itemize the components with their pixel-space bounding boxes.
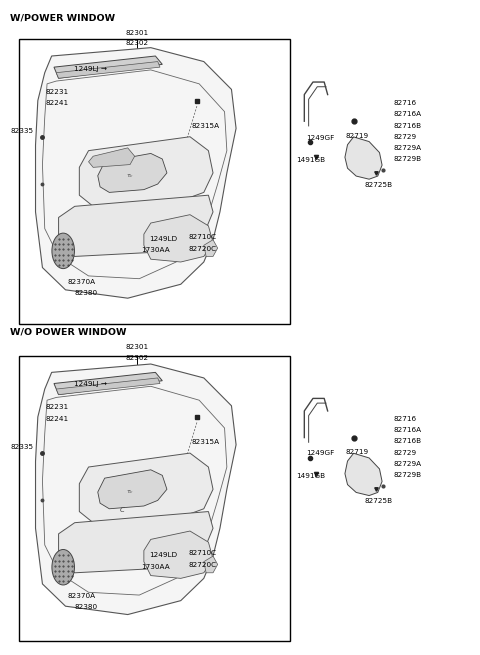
Text: 82729B: 82729B	[394, 472, 422, 478]
Text: 82719: 82719	[346, 449, 369, 455]
Text: 82302: 82302	[125, 40, 148, 46]
Text: 82719: 82719	[346, 132, 369, 139]
Text: 1491GB: 1491GB	[297, 473, 326, 479]
Text: $\tau_c$: $\tau_c$	[126, 488, 134, 496]
Text: 82301: 82301	[125, 345, 148, 350]
Polygon shape	[36, 364, 236, 614]
Polygon shape	[88, 148, 135, 167]
Text: 82729A: 82729A	[394, 460, 422, 467]
Text: 82335: 82335	[11, 444, 34, 451]
Text: 82716: 82716	[394, 416, 417, 422]
Text: 82231: 82231	[46, 404, 69, 411]
Polygon shape	[204, 240, 217, 256]
Text: 82720C: 82720C	[189, 246, 217, 252]
Text: 82716B: 82716B	[394, 438, 422, 445]
Text: 82716: 82716	[394, 100, 417, 106]
Polygon shape	[54, 56, 162, 78]
Text: 1730AA: 1730AA	[142, 563, 170, 570]
Text: 82380: 82380	[74, 604, 97, 610]
Text: 82716B: 82716B	[394, 122, 422, 129]
Polygon shape	[59, 195, 213, 256]
Polygon shape	[98, 470, 167, 509]
Text: C: C	[120, 506, 125, 512]
Text: 82315A: 82315A	[192, 439, 220, 445]
Polygon shape	[59, 512, 213, 572]
Text: 82729A: 82729A	[394, 145, 422, 151]
Bar	[19, 39, 290, 324]
Polygon shape	[36, 48, 236, 298]
Text: 82725B: 82725B	[365, 181, 393, 188]
Text: 82370A: 82370A	[67, 278, 96, 285]
Polygon shape	[56, 62, 160, 78]
Text: 1730AA: 1730AA	[142, 247, 170, 253]
Text: 1249LJ →: 1249LJ →	[74, 66, 108, 72]
Text: 1491GB: 1491GB	[297, 157, 326, 164]
Text: 82315A: 82315A	[192, 122, 220, 129]
Text: 82241: 82241	[46, 100, 69, 106]
Text: 82335: 82335	[11, 128, 34, 134]
Polygon shape	[54, 372, 162, 394]
Text: 82729: 82729	[394, 134, 417, 140]
Text: 1249LD: 1249LD	[149, 236, 177, 242]
Text: $\tau_c$: $\tau_c$	[126, 172, 134, 179]
Text: 82301: 82301	[125, 30, 148, 36]
Polygon shape	[56, 378, 160, 394]
Polygon shape	[98, 153, 167, 193]
Polygon shape	[79, 137, 213, 206]
Text: 82729B: 82729B	[394, 156, 422, 162]
Polygon shape	[144, 531, 213, 578]
Text: 1249LJ →: 1249LJ →	[74, 381, 108, 388]
Text: 1249GF: 1249GF	[306, 450, 335, 457]
Bar	[19, 356, 290, 641]
Text: 82710C: 82710C	[189, 234, 217, 240]
Text: 1249GF: 1249GF	[306, 134, 335, 141]
Text: 82710C: 82710C	[189, 550, 217, 557]
Text: 82241: 82241	[46, 415, 69, 422]
Text: 82725B: 82725B	[365, 498, 393, 504]
Polygon shape	[204, 556, 217, 572]
Text: W/POWER WINDOW: W/POWER WINDOW	[10, 14, 115, 23]
Polygon shape	[345, 137, 382, 179]
Text: 82716A: 82716A	[394, 427, 422, 434]
Text: 82302: 82302	[125, 355, 148, 361]
Text: 82231: 82231	[46, 88, 69, 95]
Text: 82370A: 82370A	[67, 593, 96, 599]
Polygon shape	[144, 215, 213, 262]
Ellipse shape	[52, 233, 74, 269]
Text: 82729: 82729	[394, 449, 417, 456]
Text: 82720C: 82720C	[189, 561, 217, 568]
Text: 1249LD: 1249LD	[149, 552, 177, 559]
Text: W/O POWER WINDOW: W/O POWER WINDOW	[10, 327, 126, 336]
Polygon shape	[345, 453, 382, 496]
Text: 82716A: 82716A	[394, 111, 422, 117]
Text: 82380: 82380	[74, 290, 97, 296]
Ellipse shape	[52, 550, 74, 585]
Polygon shape	[79, 453, 213, 523]
